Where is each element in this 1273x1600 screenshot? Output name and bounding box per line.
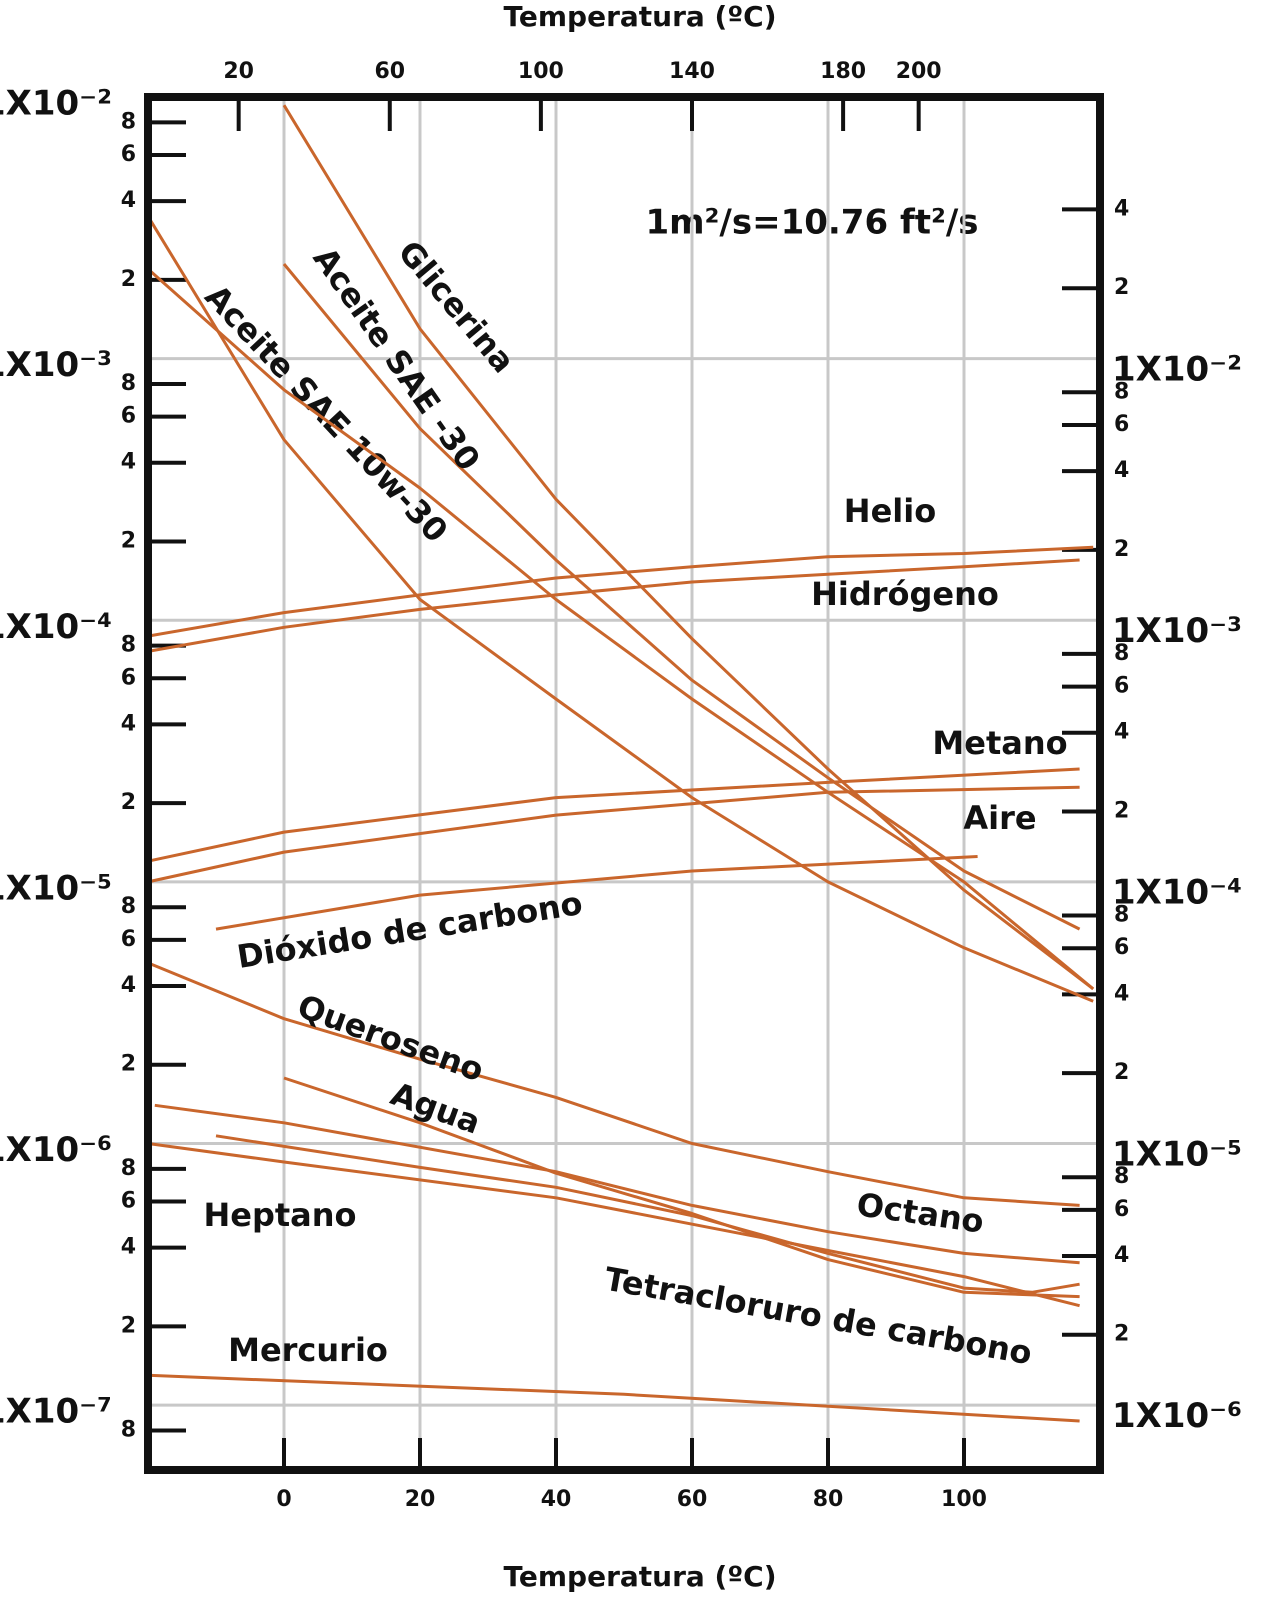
x2-tick-label: 200	[896, 59, 942, 84]
y-tick-label: 6	[121, 1189, 136, 1214]
y2-tick-label: 2	[1114, 275, 1129, 300]
series-label: Mercurio	[228, 1331, 388, 1369]
x-tick-label: 20	[405, 1487, 436, 1512]
series-line	[147, 1373, 1080, 1423]
series-line	[147, 767, 1080, 863]
y-tick-label: 2	[121, 528, 136, 553]
y-tick-label: 6	[121, 142, 136, 167]
y2-tick-label: 1X10⁻⁶	[1112, 1396, 1242, 1436]
y-tick-label: 8	[121, 894, 136, 919]
y2-tick-label: 1X10⁻²	[1112, 349, 1242, 389]
y2-tick-label: 8	[1114, 379, 1129, 404]
series-line	[147, 785, 1080, 884]
y-tick-label: 4	[121, 973, 136, 998]
y2-tick-label: 6	[1114, 674, 1129, 699]
series-label: Queroseno	[293, 987, 489, 1089]
y2-tick-label: 2	[1114, 537, 1129, 562]
y-tick-label: 8	[121, 109, 136, 134]
series-label: Octano	[854, 1185, 986, 1240]
x-tick-label: 100	[941, 1487, 987, 1512]
y-tick-label: 1X10⁻⁶	[0, 1130, 112, 1170]
y-tick-label: 1X10⁻⁵	[0, 868, 112, 908]
x2-tick-label: 140	[669, 59, 715, 84]
x2-tick-label: 180	[820, 59, 866, 84]
y2-tick-label: 2	[1114, 798, 1129, 823]
x-tick-label: 60	[677, 1487, 708, 1512]
series-line	[282, 263, 1081, 931]
y-tick-label: 2	[121, 267, 136, 292]
y2-tick-label: 2	[1114, 1060, 1129, 1085]
y-tick-label: 8	[121, 1156, 136, 1181]
y-tick-label: 8	[121, 633, 136, 658]
y2-tick-label: 1X10⁻⁵	[1112, 1134, 1242, 1174]
x-tick-label: 40	[541, 1487, 572, 1512]
top-axis-title: Temperatura (ºC)	[504, 0, 777, 33]
series-label: Metano	[932, 724, 1067, 762]
y-tick-label: 4	[121, 1235, 136, 1260]
y-tick-label: 2	[121, 1313, 136, 1338]
y2-tick-label: 6	[1114, 412, 1129, 437]
y-tick-label: 1X10⁻⁴	[0, 607, 112, 647]
series-label: Helio	[844, 492, 936, 530]
y-tick-label: 6	[121, 665, 136, 690]
plot-frame	[144, 93, 1104, 1474]
y-tick-label: 4	[121, 711, 136, 736]
y-tick-label: 4	[121, 188, 136, 213]
y-tick-label: 4	[121, 450, 136, 475]
series-line	[154, 1103, 1080, 1265]
y2-tick-label: 6	[1114, 935, 1129, 960]
series-line	[283, 1076, 1080, 1299]
y2-tick-label: 4	[1114, 981, 1129, 1006]
y2-tick-label: 4	[1114, 1243, 1129, 1268]
y2-tick-label: 4	[1114, 720, 1129, 745]
series-label: Heptano	[203, 1196, 356, 1234]
y-tick-label: 1X10⁻²	[0, 84, 112, 124]
y2-tick-label: 6	[1114, 1197, 1129, 1222]
y-tick-label: 1X10⁻⁷	[0, 1392, 112, 1432]
x2-tick-label: 20	[223, 59, 254, 84]
series-line	[147, 545, 1094, 638]
y-tick-label: 8	[121, 371, 136, 396]
x-tick-label: 80	[813, 1487, 844, 1512]
y-tick-label: 1X10⁻³	[0, 345, 112, 385]
y-tick-label: 8	[121, 1417, 136, 1442]
y2-tick-label: 4	[1114, 458, 1129, 483]
x2-tick-label: 60	[374, 59, 405, 84]
y2-tick-label: 1X10⁻³	[1112, 611, 1242, 651]
y2-tick-label: 8	[1114, 903, 1129, 928]
x-tick-label: 0	[276, 1487, 291, 1512]
series-line	[147, 558, 1080, 653]
y-tick-label: 6	[121, 927, 136, 952]
series-line	[147, 267, 1095, 991]
y-tick-label: 6	[121, 404, 136, 429]
y-tick-label: 2	[121, 790, 136, 815]
series-line	[215, 1134, 1080, 1294]
y-tick-label: 2	[121, 1052, 136, 1077]
x2-tick-label: 100	[518, 59, 564, 84]
series-line	[147, 1142, 1080, 1308]
series-line	[147, 961, 1080, 1207]
bottom-axis-title: Temperatura (ºC)	[504, 1560, 777, 1593]
y2-tick-label: 1X10⁻⁴	[1112, 873, 1242, 913]
series-label: Aire	[963, 799, 1036, 837]
annotation: 1m²/s=10.76 ft²/s	[645, 203, 978, 243]
series-line	[282, 104, 1095, 991]
series-label: Hidrógeno	[811, 575, 999, 613]
series-line	[146, 215, 1094, 1003]
y2-tick-label: 8	[1114, 641, 1129, 666]
series-line	[215, 855, 978, 931]
y2-tick-label: 2	[1114, 1322, 1129, 1347]
y2-tick-label: 8	[1114, 1164, 1129, 1189]
y2-tick-label: 4	[1114, 196, 1129, 221]
